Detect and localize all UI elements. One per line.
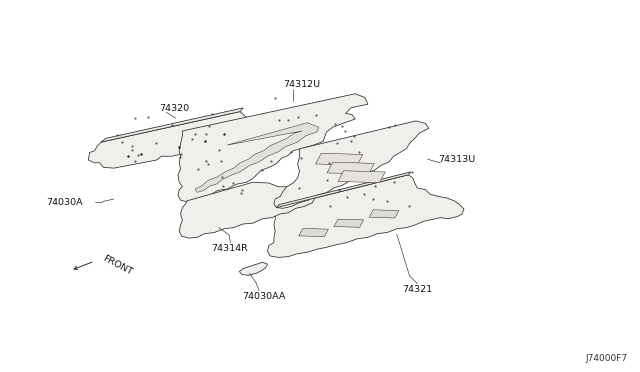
Polygon shape <box>369 210 399 218</box>
Polygon shape <box>195 123 319 192</box>
Polygon shape <box>299 228 328 237</box>
Text: J74000F7: J74000F7 <box>585 354 627 363</box>
Polygon shape <box>239 262 268 275</box>
Text: 74313U: 74313U <box>438 155 476 164</box>
Polygon shape <box>274 121 429 208</box>
Polygon shape <box>327 162 374 174</box>
Text: 74321: 74321 <box>402 285 432 294</box>
Text: 74314R: 74314R <box>211 244 248 253</box>
Polygon shape <box>178 94 368 202</box>
Polygon shape <box>101 108 243 142</box>
Text: 74312U: 74312U <box>283 80 320 89</box>
Polygon shape <box>88 112 248 168</box>
Text: FRONT: FRONT <box>101 253 134 276</box>
Polygon shape <box>316 153 363 165</box>
Polygon shape <box>268 175 464 257</box>
Text: 74320: 74320 <box>159 105 189 113</box>
Polygon shape <box>276 172 411 208</box>
Text: 74030AA: 74030AA <box>242 292 285 301</box>
Polygon shape <box>338 171 385 183</box>
Polygon shape <box>334 219 364 227</box>
Polygon shape <box>179 182 315 238</box>
Text: 74030A: 74030A <box>46 198 83 207</box>
